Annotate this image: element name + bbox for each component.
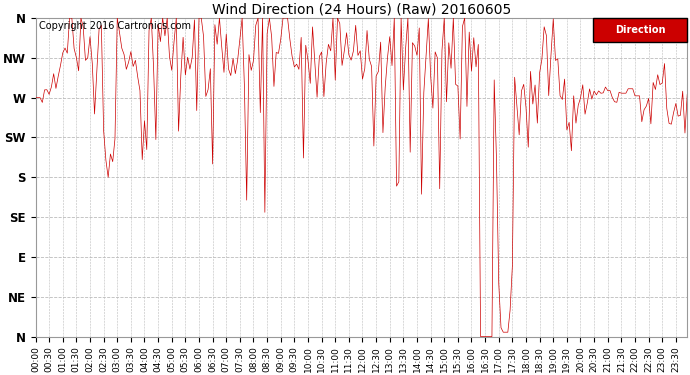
FancyBboxPatch shape bbox=[593, 18, 687, 42]
Title: Wind Direction (24 Hours) (Raw) 20160605: Wind Direction (24 Hours) (Raw) 20160605 bbox=[212, 3, 511, 17]
Text: Direction: Direction bbox=[615, 25, 665, 35]
Text: Copyright 2016 Cartronics.com: Copyright 2016 Cartronics.com bbox=[39, 21, 190, 31]
